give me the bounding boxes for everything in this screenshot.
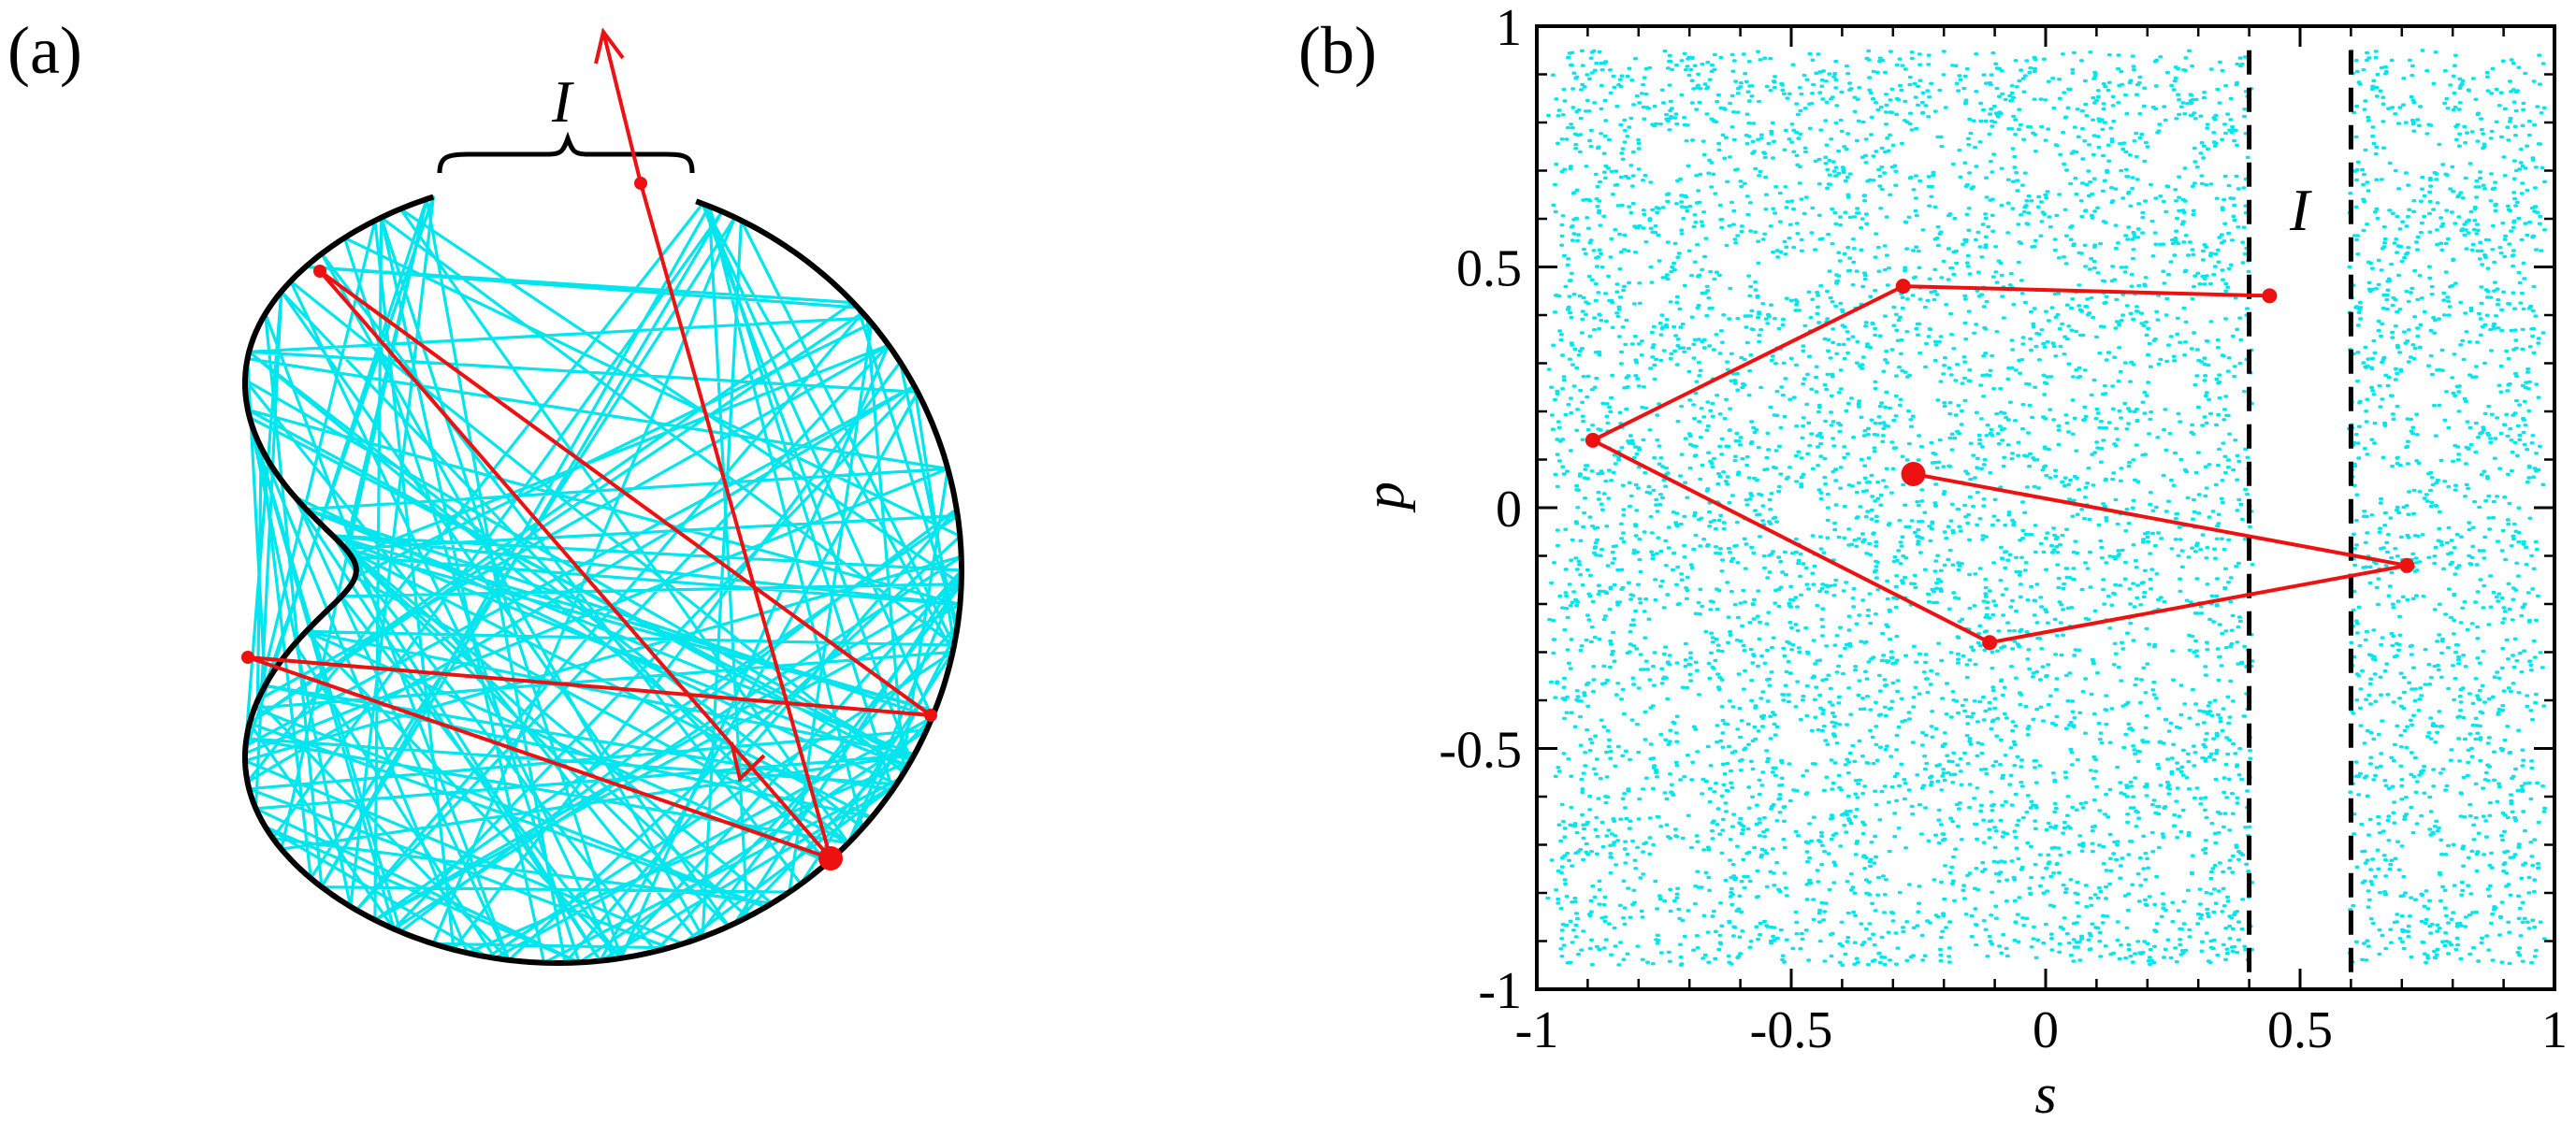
orbit-bounce-point <box>818 846 843 870</box>
x-axis-title: s <box>2034 1063 2056 1122</box>
x-tick-label: 0.5 <box>2267 1001 2333 1059</box>
panel-a-label: (a) <box>7 13 82 88</box>
direction-arrowhead <box>730 741 766 783</box>
interval-label: I <box>2289 177 2312 243</box>
escape-arrow <box>594 27 625 65</box>
y-tick-label: 1 <box>1496 0 1522 57</box>
y-axis-title: p <box>1353 482 1415 513</box>
hole-interval-lines <box>2247 50 2353 985</box>
sea-points <box>1545 49 2548 967</box>
y-tick-label: -0.5 <box>1439 722 1522 780</box>
escape-arrowhead <box>594 27 625 65</box>
axis-ticks: -1-1 -0.5 -0.5 0 0 0.5 0.5 1 1 <box>1439 0 2568 1059</box>
opening-label: I <box>551 68 574 135</box>
x-tick-label: -0.5 <box>1750 1001 1833 1059</box>
orbit-line <box>1590 284 2410 645</box>
orbit-point <box>2262 288 2278 304</box>
opening-brace <box>437 131 695 174</box>
y-tick-label: 0 <box>1496 481 1522 539</box>
orbit-bounce-point <box>313 265 326 278</box>
orbit-bounce-point <box>634 177 647 190</box>
y-tick-label: 0.5 <box>1456 240 1522 298</box>
panel-b-label: (b) <box>1298 13 1377 88</box>
x-tick-label: -1 <box>1515 1001 1559 1059</box>
billiard-boundary <box>242 194 965 967</box>
orbit-bounce-point <box>241 651 254 664</box>
orbit-point <box>2399 557 2415 573</box>
orbit-path <box>241 31 937 870</box>
x-tick-label: 1 <box>2541 1001 2568 1059</box>
chaotic-sea <box>1545 49 2548 967</box>
orbit-point <box>1895 279 1911 295</box>
orbit-point <box>1982 635 1998 651</box>
orbit-bounce-point <box>924 709 937 722</box>
panel-b-phase-space: (b) I -1-1 -0.5 -0.5 0 0 0.5 0.5 1 1 s p <box>1298 0 2568 1122</box>
x-tick-label: 0 <box>2033 1001 2059 1059</box>
panel-a-billiard: (a) I <box>7 13 965 967</box>
direction-arrow <box>730 741 766 783</box>
orbit-point <box>1585 432 1600 448</box>
orbit <box>1585 279 2415 651</box>
y-tick-label: -1 <box>1478 962 1522 1020</box>
orbit-start-point <box>1901 461 1926 486</box>
